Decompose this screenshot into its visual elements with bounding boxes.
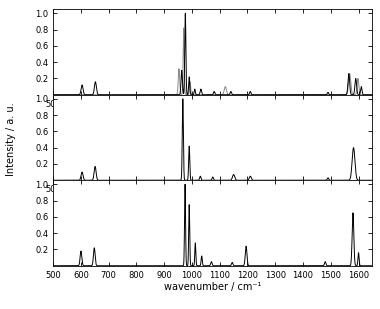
- Text: Intensity / a. u.: Intensity / a. u.: [6, 102, 16, 176]
- X-axis label: wavenumber / cm⁻¹: wavenumber / cm⁻¹: [164, 282, 261, 292]
